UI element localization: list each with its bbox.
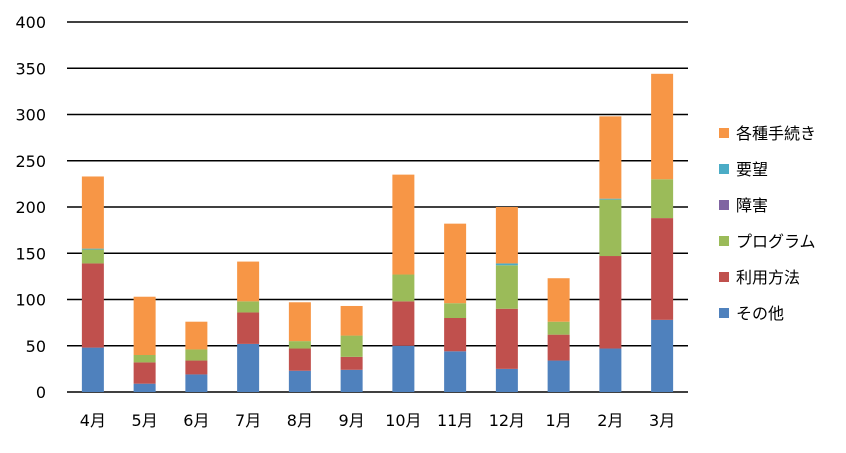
- bar-segment: [81, 248, 104, 250]
- bar-segment: [185, 321, 208, 350]
- bar-segment: [81, 263, 104, 348]
- bar-segment: [444, 303, 467, 318]
- bar-segment: [547, 334, 570, 361]
- y-tick-label: 200: [15, 198, 46, 217]
- bar-segment: [288, 341, 311, 349]
- x-tick-label: 3月: [649, 411, 675, 430]
- legend-swatch: [719, 236, 729, 246]
- y-tick-label: 250: [15, 152, 46, 171]
- bar-segment: [81, 176, 104, 249]
- x-tick-label: 10月: [385, 411, 421, 430]
- y-tick-label: 300: [15, 106, 46, 125]
- y-tick-label: 100: [15, 291, 46, 310]
- bar-segment: [495, 308, 518, 369]
- x-tick-label: 1月: [546, 411, 572, 430]
- bar-segment: [133, 296, 156, 355]
- bar-segment: [547, 278, 570, 322]
- y-tick-label: 150: [15, 244, 46, 263]
- bar-segment: [444, 223, 467, 304]
- y-tick-label: 50: [26, 337, 46, 356]
- bar-segment: [81, 347, 104, 392]
- legend-swatch: [719, 308, 729, 318]
- bar-segment: [340, 369, 363, 392]
- x-tick-label: 2月: [597, 411, 623, 430]
- bar-segment: [340, 305, 363, 336]
- x-tick-label: 12月: [489, 411, 525, 430]
- legend-swatch: [719, 200, 729, 210]
- bar-segment: [237, 312, 260, 344]
- x-tick-label: 5月: [132, 411, 158, 430]
- legend-swatch: [719, 164, 729, 174]
- bar-segment: [599, 199, 622, 257]
- bar-segment: [599, 256, 622, 349]
- x-tick-label: 6月: [183, 411, 209, 430]
- bar-segment: [651, 73, 674, 180]
- bar-segment: [392, 301, 415, 346]
- legend-swatch: [719, 272, 729, 282]
- legend-label: プログラム: [736, 232, 816, 251]
- bar-segment: [133, 355, 156, 363]
- bar-segment: [651, 218, 674, 320]
- bar-segment: [185, 349, 208, 361]
- bar-segment: [599, 198, 622, 200]
- bar-segment: [185, 360, 208, 375]
- x-tick-label: 8月: [287, 411, 313, 430]
- bar-segment: [392, 345, 415, 392]
- bar-segment: [133, 362, 156, 384]
- x-tick-label: 11月: [437, 411, 473, 430]
- y-tick-label: 400: [15, 13, 46, 32]
- bar-segment: [599, 116, 622, 199]
- x-tick-label: 7月: [235, 411, 261, 430]
- x-tick-label: 4月: [80, 411, 106, 430]
- y-tick-label: 0: [36, 383, 46, 402]
- bar-segment: [495, 207, 518, 264]
- legend-swatch: [719, 128, 729, 138]
- bar-segment: [81, 249, 104, 264]
- bar-segment: [340, 335, 363, 357]
- bar-segment: [392, 274, 415, 302]
- bar-segment: [185, 374, 208, 392]
- bar-segment: [651, 319, 674, 392]
- bar-segment: [495, 263, 518, 266]
- bar-segment: [651, 179, 674, 219]
- legend-label: 各種手続き: [736, 124, 816, 143]
- bar-segment: [599, 348, 622, 392]
- axes: 0 50 100 150 200 250 300 350 400 4月 5月 6月 7月 8月 9月 10月 1…: [15, 13, 675, 430]
- bar-segment: [495, 368, 518, 392]
- bar-segment: [288, 348, 311, 371]
- legend-label: 利用方法: [736, 268, 800, 287]
- y-tick-label: 350: [15, 59, 46, 78]
- bar-segment: [288, 370, 311, 392]
- legend-label: 障害: [736, 196, 768, 215]
- x-tick-label: 9月: [339, 411, 365, 430]
- bar-segment: [340, 356, 363, 370]
- bar-segment: [444, 351, 467, 392]
- bar-segment: [237, 261, 260, 302]
- bar-segment: [133, 383, 156, 392]
- bar-segment: [237, 343, 260, 392]
- bar-segment: [444, 318, 467, 352]
- legend-label: 要望: [736, 160, 768, 179]
- bar-segment: [547, 360, 570, 392]
- bar-segment: [495, 265, 518, 309]
- bars: [81, 73, 674, 392]
- legend-label: その他: [736, 304, 784, 323]
- gridlines: [67, 21, 688, 393]
- bar-segment: [237, 301, 260, 313]
- bar-segment: [392, 174, 415, 275]
- bar-segment: [288, 302, 311, 342]
- bar-segment: [547, 321, 570, 335]
